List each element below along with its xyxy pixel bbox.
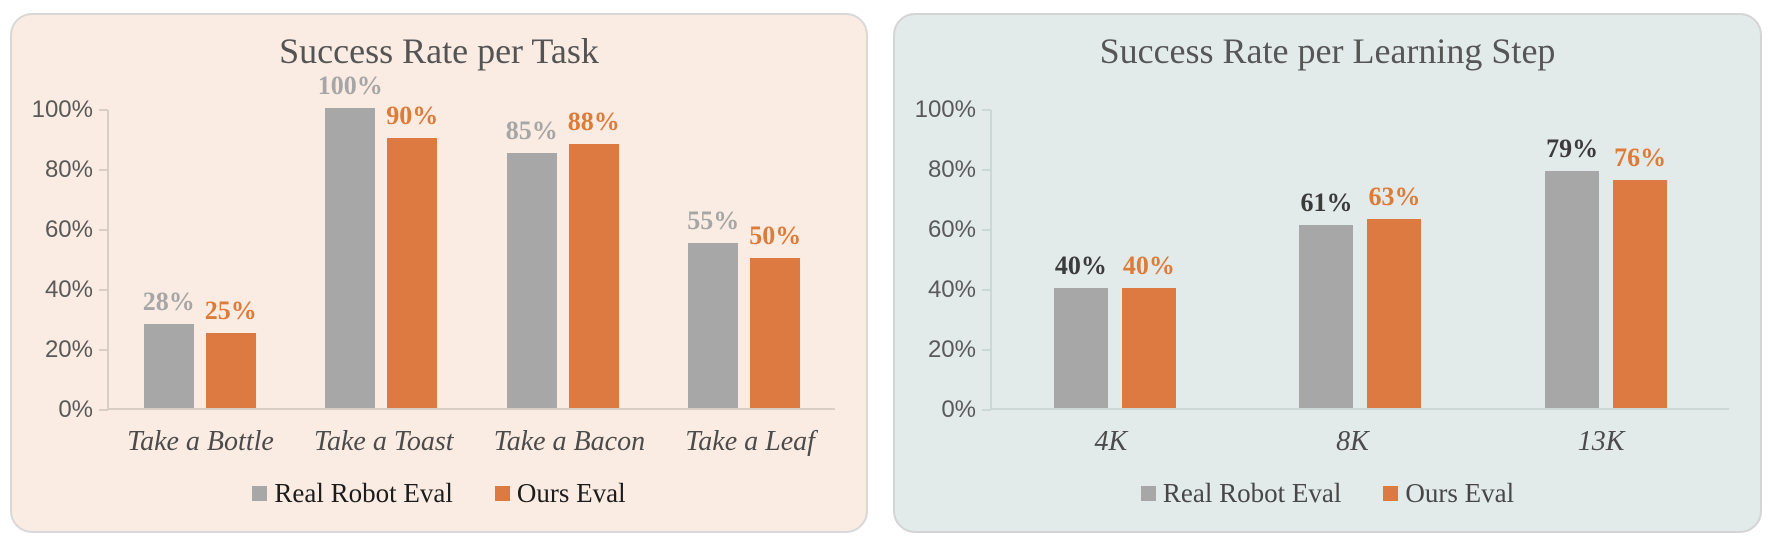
bar-value-label: 76% — [1614, 143, 1667, 172]
legend: Real Robot Eval Ours Eval — [895, 478, 1760, 509]
bar-group: 79% 76% — [1545, 134, 1668, 408]
legend-label: Real Robot Eval — [274, 478, 453, 508]
chart-title: Success Rate per Task — [279, 31, 599, 71]
bar-value-label: 50% — [749, 221, 802, 250]
category-label: 13K — [1577, 426, 1625, 457]
category-label: Take a Toast — [313, 426, 454, 457]
bar-value-label: 90% — [386, 101, 439, 130]
bar-group: 40% 40% — [1053, 251, 1176, 408]
bar: 76% — [1613, 143, 1668, 408]
bar-value-label: 55% — [687, 206, 740, 235]
chart-area: 100% 80% 60% 40% 20% 0% 28% 25% 100% 90% 85% 88% 55… — [12, 71, 866, 423]
plot-area: 28% 25% 100% 90% 85% 88% 55% 50% — [99, 71, 835, 411]
bar-value-label: 25% — [204, 296, 257, 325]
bar: 28% — [143, 287, 195, 408]
y-tick-mark — [99, 109, 108, 111]
bar: 88% — [568, 107, 620, 408]
bar: 85% — [506, 116, 558, 408]
y-tick-label: 0% — [941, 396, 976, 423]
legend-label: Ours Eval — [516, 478, 626, 508]
y-tick-mark — [99, 289, 108, 291]
y-tick-mark — [982, 229, 991, 231]
bar: 40% — [1053, 251, 1108, 408]
legend-swatch-icon — [1140, 486, 1156, 501]
y-tick-label: 40% — [927, 276, 976, 303]
y-tick-mark — [982, 349, 991, 351]
y-tick-label: 80% — [927, 156, 976, 183]
bar: 90% — [386, 101, 438, 408]
y-tick-label: 100% — [31, 96, 93, 123]
category-labels: Take a Bottle Take a Toast Take a Bacon Tak… — [107, 426, 835, 458]
y-tick-label: 0% — [58, 396, 93, 423]
bar-value-label: 28% — [142, 287, 195, 316]
bar-value-label: 100% — [317, 71, 383, 100]
bar-group: 85% 88% — [506, 107, 620, 408]
category-label: 8K — [1336, 426, 1369, 457]
y-tick-label: 60% — [927, 216, 976, 243]
y-tick-label: 20% — [927, 336, 976, 363]
category-label: Take a Bottle — [127, 426, 274, 457]
y-tick-label: 20% — [44, 336, 93, 363]
bar: 40% — [1121, 251, 1176, 408]
bar-group: 100% 90% — [318, 71, 438, 408]
bar: 100% — [318, 71, 383, 408]
legend-item: Ours Eval — [1383, 478, 1514, 509]
y-tick-label: 100% — [914, 96, 976, 123]
bar-value-label: 40% — [1054, 251, 1107, 280]
legend-label: Real Robot Eval — [1162, 478, 1342, 508]
y-tick-mark — [982, 409, 991, 411]
category-label: Take a Bacon — [493, 426, 646, 457]
bar-value-label: 79% — [1546, 134, 1599, 163]
y-axis-labels: 100% 80% 60% 40% 20% 0% — [12, 97, 107, 423]
bar: 50% — [749, 221, 801, 408]
bar: 63% — [1367, 182, 1422, 408]
bar-value-label: 63% — [1368, 182, 1421, 211]
plot-groups: 40% 40% 61% 63% 79% 76% — [992, 110, 1729, 408]
bar: 55% — [687, 206, 739, 408]
chart-panel-success-rate-per-task: Success Rate per Task 100% 80% 60% 40% 20% 0%… — [10, 13, 868, 533]
y-tick-label: 40% — [44, 276, 93, 303]
legend-item: Real Robot Eval — [252, 478, 453, 509]
bar: 79% — [1545, 134, 1600, 408]
category-labels: 4K 8K 13K — [990, 426, 1729, 458]
plot-area: 40% 40% 61% 63% 79% 76% — [982, 109, 1729, 411]
chart-title: Success Rate per Learning Step — [1099, 31, 1556, 71]
legend-swatch-icon — [494, 486, 510, 501]
bar: 25% — [205, 296, 257, 408]
y-tick-mark — [982, 169, 991, 171]
chart-area: 100% 80% 60% 40% 20% 0% 40% 40% 61% 63% 79% 76% — [895, 97, 1760, 423]
y-axis-labels: 100% 80% 60% 40% 20% 0% — [895, 97, 990, 423]
bar-value-label: 40% — [1122, 251, 1175, 280]
y-tick-mark — [99, 409, 108, 411]
y-tick-mark — [99, 349, 108, 351]
legend-label: Ours Eval — [1405, 478, 1515, 508]
y-tick-mark — [982, 289, 991, 291]
bar-group: 61% 63% — [1299, 182, 1422, 408]
y-tick-mark — [982, 109, 991, 111]
bar-group: 28% 25% — [143, 287, 257, 408]
plot-groups: 28% 25% 100% 90% 85% 88% 55% 50% — [109, 71, 835, 408]
bar-value-label: 85% — [505, 116, 558, 145]
y-tick-mark — [99, 169, 108, 171]
chart-panel-success-rate-per-learning-step: Success Rate per Learning Step 100% 80% 60… — [893, 13, 1762, 533]
bar-value-label: 88% — [567, 107, 620, 136]
category-label: Take a Leaf — [685, 426, 815, 457]
legend-swatch-icon — [1383, 486, 1399, 501]
legend-item: Real Robot Eval — [1140, 478, 1342, 509]
bar-value-label: 61% — [1300, 188, 1353, 217]
category-label: 4K — [1094, 426, 1128, 457]
legend: Real Robot Eval Ours Eval — [12, 478, 866, 509]
legend-swatch-icon — [252, 486, 268, 501]
bar-group: 55% 50% — [687, 206, 801, 408]
y-tick-mark — [99, 229, 108, 231]
y-tick-label: 60% — [44, 216, 93, 243]
y-tick-label: 80% — [44, 156, 93, 183]
bar: 61% — [1299, 188, 1354, 408]
legend-item: Ours Eval — [494, 478, 626, 509]
